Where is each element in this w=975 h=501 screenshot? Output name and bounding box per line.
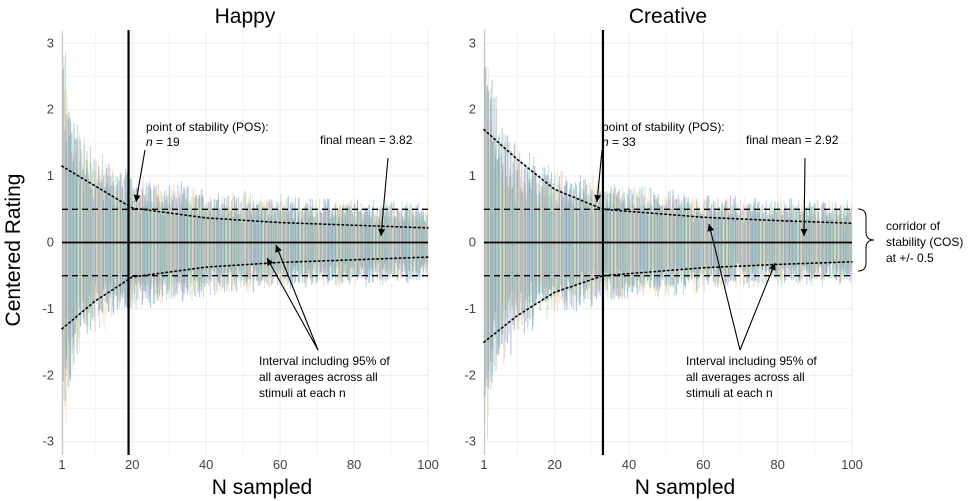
annotation-arrow — [739, 262, 776, 351]
x-tick-label: 1 — [480, 457, 487, 472]
x-tick-label: 60 — [696, 457, 710, 472]
y-tick-label: 0 — [47, 235, 54, 250]
panel-title: Creative — [629, 5, 707, 28]
annotation-arrowhead — [378, 228, 386, 236]
final-mean-label: final mean = 2.92 — [746, 133, 839, 147]
panel-happy: 1 20 40 60 80 100 -3 -2 -1 0 1 2 3 Happy point of stab… — [42, 5, 439, 472]
corridor-label-line-1: corridor of — [886, 219, 941, 233]
pos-n-value: = 33 — [609, 135, 636, 149]
y-tick-label: 2 — [47, 102, 54, 117]
pos-n-symbol: n — [146, 135, 153, 149]
annotation-arrowhead — [769, 263, 776, 271]
interval-95-lower-curve — [61, 256, 429, 330]
y-tick-label: 3 — [469, 35, 476, 50]
annotation-arrow — [380, 157, 389, 237]
annotation-arrow — [135, 149, 146, 203]
corridor-brace — [857, 208, 875, 272]
pos-label-line-1: point of stability (POS): — [146, 120, 269, 134]
x-tick-label: 60 — [273, 457, 287, 472]
y-tick-label: 1 — [469, 168, 476, 183]
pos-label-line-2: n = 19 — [146, 135, 180, 149]
x-tick-label: 80 — [770, 457, 784, 472]
y-axis-label: Centered Rating — [2, 174, 25, 327]
pos-label-line-2: n = 33 — [602, 135, 636, 149]
final-mean-label: final mean = 3.82 — [320, 133, 413, 147]
y-tick-label: 2 — [469, 102, 476, 117]
pos-n-value: = 19 — [153, 135, 180, 149]
pos-n-symbol: n — [602, 135, 609, 149]
y-tick-label: 3 — [47, 35, 54, 50]
y-tick-label: -3 — [464, 434, 476, 449]
annotation-arrow — [708, 223, 741, 351]
y-tick-label: -3 — [42, 434, 54, 449]
y-tick-label: 1 — [47, 168, 54, 183]
y-tick-label: -1 — [464, 301, 476, 316]
interval-label-line-2: all averages across all — [686, 370, 805, 384]
x-axis-label-right: N sampled — [635, 476, 735, 499]
annotation-arrowhead — [267, 258, 274, 266]
annotation-arrowhead — [594, 194, 602, 202]
interval-label-line-1: Interval including 95% of — [259, 354, 390, 368]
interval-label-line-3: stimuli at each n — [686, 386, 773, 400]
panel-title: Happy — [215, 5, 276, 28]
interval-label-line-2: all averages across all — [259, 370, 378, 384]
interval-95-upper-curve — [483, 128, 853, 224]
interval-label-line-1: Interval including 95% of — [686, 354, 817, 368]
corridor-label-line-3: at +/- 0.5 — [886, 251, 934, 265]
x-tick-label: 1 — [58, 457, 65, 472]
corridor-label-line-2: stability (COS) — [886, 235, 963, 249]
x-tick-label: 20 — [547, 457, 561, 472]
x-tick-label: 20 — [125, 457, 139, 472]
stimulus-ranges — [62, 30, 428, 455]
panel-creative: 1 20 40 60 80 100 -3 -2 -1 0 1 2 3 Creative point of s… — [464, 5, 863, 472]
x-tick-label: 100 — [841, 457, 863, 472]
y-tick-label: -1 — [42, 301, 54, 316]
y-tick-label: 0 — [469, 235, 476, 250]
interval-95-lower-curve — [483, 261, 853, 343]
y-tick-label: -2 — [42, 367, 54, 382]
annotation-arrowhead — [275, 245, 282, 253]
annotation-arrow — [803, 157, 806, 237]
annotation-arrow — [266, 257, 319, 351]
interval-label-line-3: stimuli at each n — [259, 386, 346, 400]
annotation-arrowhead — [133, 194, 141, 202]
annotation-arrowhead — [800, 228, 808, 236]
x-tick-label: 80 — [347, 457, 361, 472]
annotation-arrow — [596, 149, 603, 203]
annotation-arrowhead — [707, 224, 715, 232]
stimulus-ranges — [484, 30, 852, 455]
interval-95-upper-curve — [61, 165, 429, 229]
y-tick-label: -2 — [464, 367, 476, 382]
x-axis-label-left: N sampled — [212, 476, 312, 499]
pos-label-line-1: point of stability (POS): — [602, 120, 725, 134]
annotation-arrow — [275, 244, 319, 351]
x-tick-label: 100 — [417, 457, 439, 472]
x-tick-label: 40 — [622, 457, 636, 472]
x-tick-label: 40 — [199, 457, 213, 472]
